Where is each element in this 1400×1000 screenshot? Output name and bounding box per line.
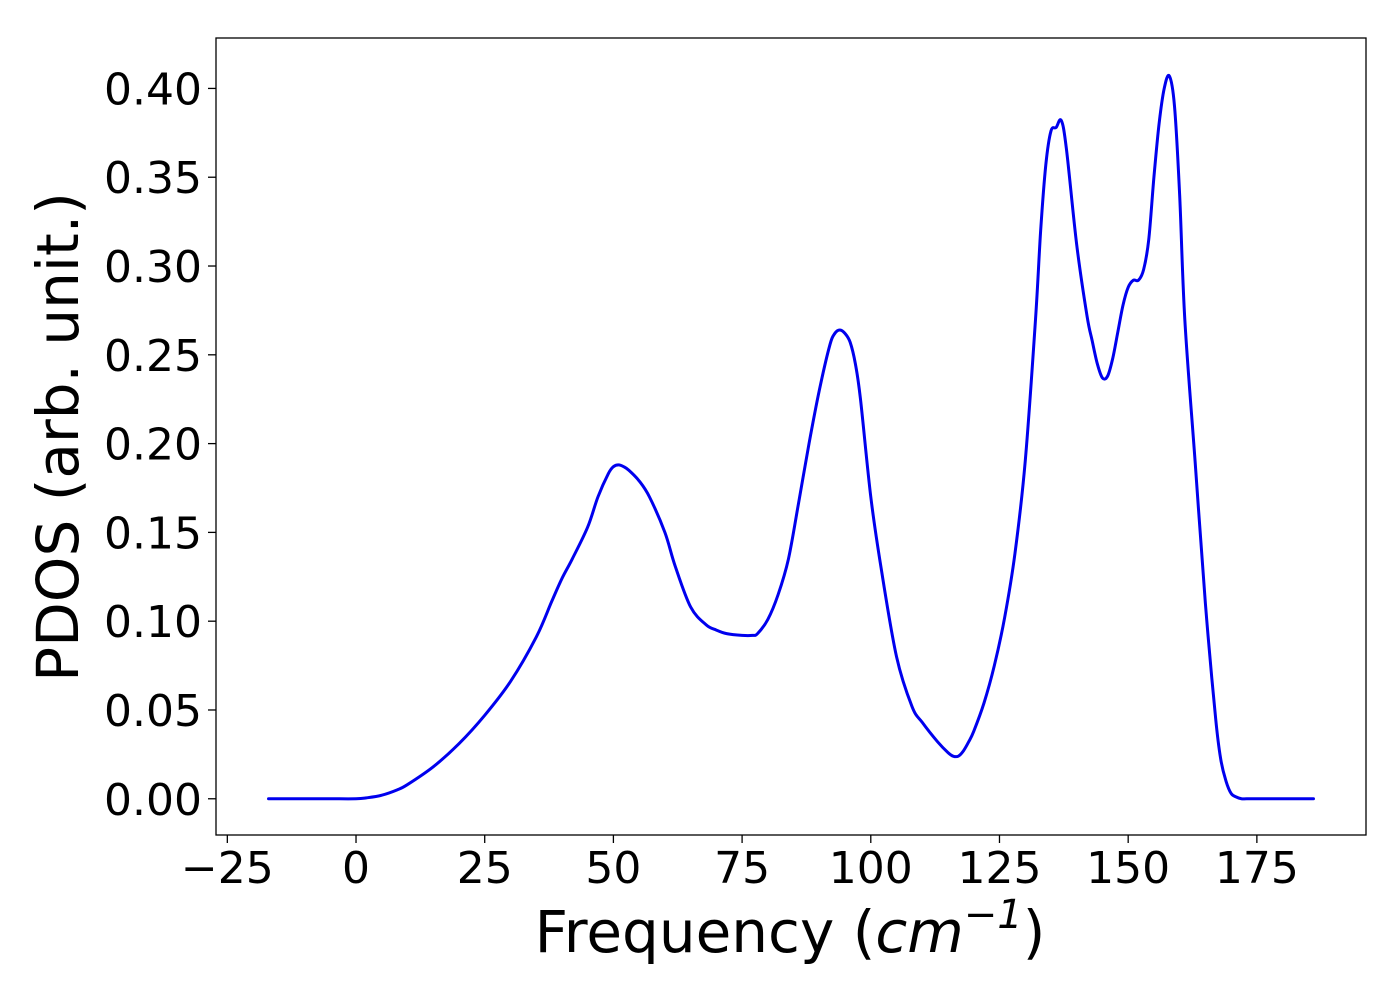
x-tick-label: 125: [957, 843, 1041, 894]
x-tick-label: 50: [585, 843, 641, 894]
x-tick-label: 100: [829, 843, 913, 894]
y-tick-label: 0.35: [104, 153, 202, 204]
y-tick-label: 0.30: [104, 242, 202, 293]
y-tick-label: 0.00: [104, 775, 202, 826]
y-axis-ticks: 0.00 0.05 0.10 0.15 0.20 0.25 0.30 0.35 0.40: [104, 64, 216, 826]
x-tick-label: −25: [181, 843, 274, 894]
pdos-series-line: [267, 73, 1315, 801]
x-tick-label: 175: [1215, 843, 1299, 894]
x-axis-label: Frequency (cm−1): [535, 892, 1046, 966]
y-tick-label: 0.15: [104, 508, 202, 559]
y-tick-label: 0.05: [104, 686, 202, 737]
y-axis-label: PDOS (arb. unit.): [24, 192, 92, 682]
x-tick-label: 0: [342, 843, 370, 894]
x-tick-label: 150: [1086, 843, 1170, 894]
x-tick-label: 75: [714, 843, 770, 894]
y-tick-label: 0.10: [104, 597, 202, 648]
x-tick-label: 25: [457, 843, 513, 894]
y-tick-label: 0.40: [104, 64, 202, 115]
y-tick-label: 0.20: [104, 420, 202, 471]
x-axis-ticks: −25 0 25 50 75 100 125 150 175: [181, 835, 1299, 894]
y-tick-label: 0.25: [104, 331, 202, 382]
plot-frame: [215, 37, 1367, 836]
